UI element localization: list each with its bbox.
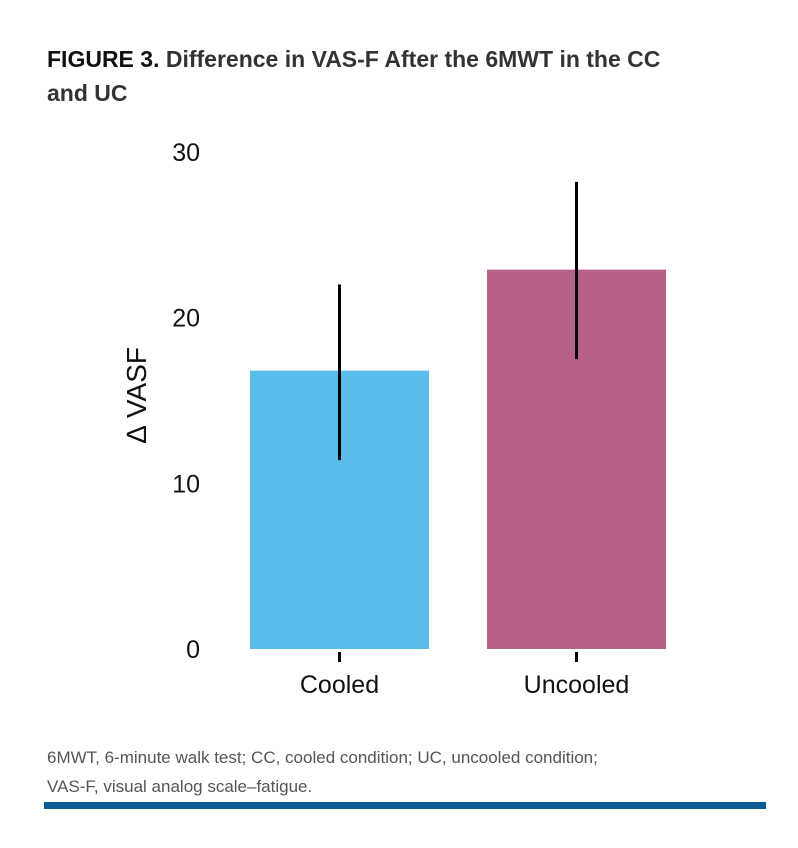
y-axis-ticks: 0 10 20 30 [172, 139, 200, 664]
x-tick-label: Cooled [300, 671, 379, 699]
y-tick-label: 10 [172, 470, 200, 498]
figure-label: FIGURE 3. [47, 46, 160, 72]
y-axis-title: ∆ VASF [121, 347, 152, 443]
y-tick-label: 0 [186, 636, 200, 664]
bars [250, 269, 666, 649]
bottom-rule [44, 802, 766, 809]
figure-title-text: Difference in VAS-F After the 6MWT in th… [47, 46, 661, 106]
caption-line-1: 6MWT, 6-minute walk test; CC, cooled con… [47, 748, 598, 767]
figure-title: FIGURE 3. Difference in VAS-F After the … [47, 42, 707, 110]
x-axis-ticks: Cooled Uncooled [300, 652, 629, 699]
y-tick-label: 30 [172, 139, 200, 167]
caption-line-2: VAS-F, visual analog scale–fatigue. [47, 777, 313, 796]
y-tick-label: 20 [172, 305, 200, 333]
x-tick-label: Uncooled [524, 671, 630, 699]
error-bars [338, 181, 578, 461]
figure-caption: 6MWT, 6-minute walk test; CC, cooled con… [47, 743, 747, 801]
